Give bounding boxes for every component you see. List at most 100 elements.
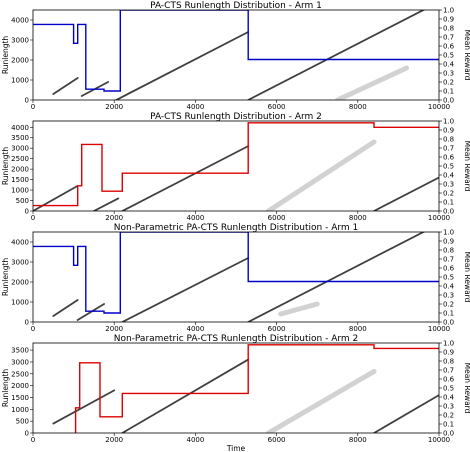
runlength-band-4 [373, 394, 439, 433]
plot-frame [32, 231, 440, 323]
y2-tick-label: 0.1 [443, 88, 454, 96]
plot-frame [32, 342, 440, 434]
chart-panel-1: PA-CTS Runlength Distribution - Arm 1 0 20… [1, 1, 470, 111]
y2-tick-label: 0.5 [443, 52, 454, 60]
y2-tick-label: 0.7 [443, 145, 454, 153]
y-tick-label: 1500 [11, 394, 29, 402]
y-tick-label: 3500 [11, 347, 29, 355]
runlength-band-5 [335, 65, 410, 100]
y2-tick-label: 0.3 [443, 181, 454, 189]
x-tick-label: 2000 [105, 103, 123, 111]
x-tick-label: 6000 [268, 103, 286, 111]
y2-tick-label: 0.5 [443, 274, 454, 282]
mean-reward-line-1 [33, 10, 439, 92]
y2-tick-label: 0.5 [443, 385, 454, 393]
x-tick-label: 2000 [105, 325, 123, 333]
runlength-band-3 [115, 31, 250, 100]
y-tick-label: 3500 [11, 134, 29, 142]
mean-reward-line-1 [74, 344, 439, 433]
chart-title: PA-CTS Runlength Distribution - Arm 2 [150, 112, 322, 122]
y-tick-label: 4000 [11, 17, 29, 25]
y2-tick-label: 0.6 [443, 154, 455, 162]
x-tick-label: 4000 [186, 436, 204, 444]
y2-tick-label: 0.4 [443, 394, 455, 402]
y2-tick-label: 0.8 [443, 247, 454, 255]
y-tick-label: 1500 [11, 176, 29, 184]
y-tick-label: 2000 [11, 166, 29, 174]
runlength-band-1 [52, 299, 79, 317]
x-tick-label: 6000 [268, 436, 286, 444]
y2-tick-label: 0.6 [443, 376, 455, 384]
y2-axis-label: Mean Reward [463, 252, 470, 303]
y-tick-label: 1000 [11, 187, 29, 195]
y-tick-label: 0 [25, 319, 29, 327]
runlength-band-3 [121, 145, 250, 211]
y2-tick-label: 0.0 [443, 97, 454, 105]
y2-axis-label: Mean Reward [463, 30, 470, 81]
runlength-band-1 [52, 77, 79, 95]
x-tick-label: 2000 [105, 436, 123, 444]
chart-panel-4: Non-Parametric PA-CTS Runlength Distribu… [1, 334, 470, 452]
x-tick-label: 10000 [428, 214, 450, 222]
y-tick-label: 0 [25, 208, 29, 216]
runlength-band-5 [373, 176, 439, 211]
y-tick-label: 1000 [11, 77, 29, 85]
runlength-band-4 [247, 10, 426, 100]
y2-tick-label: 0.7 [443, 256, 454, 264]
mean-reward-line-1 [33, 232, 439, 314]
x-tick-label: 2000 [105, 214, 123, 222]
runlength-band-1 [33, 184, 79, 211]
x-tick-label: 8000 [349, 436, 367, 444]
runlength-band-2 [93, 197, 120, 211]
x-tick-label: 8000 [349, 325, 367, 333]
y2-tick-label: 0.9 [443, 127, 454, 135]
y2-tick-label: 0.7 [443, 367, 454, 375]
runlength-band-5 [278, 301, 320, 317]
x-tick-label: 4000 [186, 325, 204, 333]
y-axis-label: Runlength [1, 258, 10, 297]
runlength-band-3 [265, 368, 377, 433]
y-tick-label: 0 [25, 430, 29, 438]
x-tick-label: 0 [31, 325, 35, 333]
runlength-band-4 [265, 139, 377, 211]
y-tick-label: 3000 [11, 259, 29, 267]
x-tick-label: 4000 [186, 103, 204, 111]
plot-frame [32, 120, 440, 212]
runlength-band-1 [52, 389, 116, 425]
y2-tick-label: 0.9 [443, 16, 454, 24]
chart-title: Non-Parametric PA-CTS Runlength Distribu… [114, 223, 359, 233]
y2-tick-label: 0.1 [443, 199, 454, 207]
y2-tick-label: 0.6 [443, 43, 455, 51]
y-tick-label: 2500 [11, 155, 29, 163]
y2-tick-label: 0.2 [443, 79, 454, 87]
x-tick-label: 8000 [349, 214, 367, 222]
chart-title: PA-CTS Runlength Distribution - Arm 1 [150, 1, 322, 11]
y2-tick-label: 0.4 [443, 172, 455, 180]
x-tick-label: 8000 [349, 103, 367, 111]
y2-tick-label: 0.8 [443, 136, 454, 144]
y-tick-label: 500 [16, 197, 29, 205]
y2-tick-label: 0.4 [443, 283, 455, 291]
y2-tick-label: 0.1 [443, 310, 454, 318]
plot-frame [32, 9, 440, 101]
y-tick-label: 3000 [11, 37, 29, 45]
x-tick-label: 6000 [268, 325, 286, 333]
y-axis-label: Runlength [1, 369, 10, 408]
y2-tick-label: 0.3 [443, 292, 454, 300]
x-tick-label: 10000 [428, 325, 450, 333]
y2-tick-label: 0.5 [443, 163, 454, 171]
x-tick-label: 6000 [268, 214, 286, 222]
x-tick-label: 0 [31, 436, 35, 444]
plot-area [52, 344, 439, 433]
y2-tick-label: 0.0 [443, 319, 454, 327]
y2-tick-label: 1.0 [443, 118, 454, 126]
plot-area [33, 122, 439, 211]
mean-reward-line-1 [33, 122, 439, 207]
y-tick-label: 4000 [11, 239, 29, 247]
y-tick-label: 2000 [11, 279, 29, 287]
x-axis-label: Time [226, 444, 246, 452]
x-tick-label: 4000 [186, 214, 204, 222]
y2-tick-label: 0.9 [443, 238, 454, 246]
y-tick-label: 3000 [11, 145, 29, 153]
